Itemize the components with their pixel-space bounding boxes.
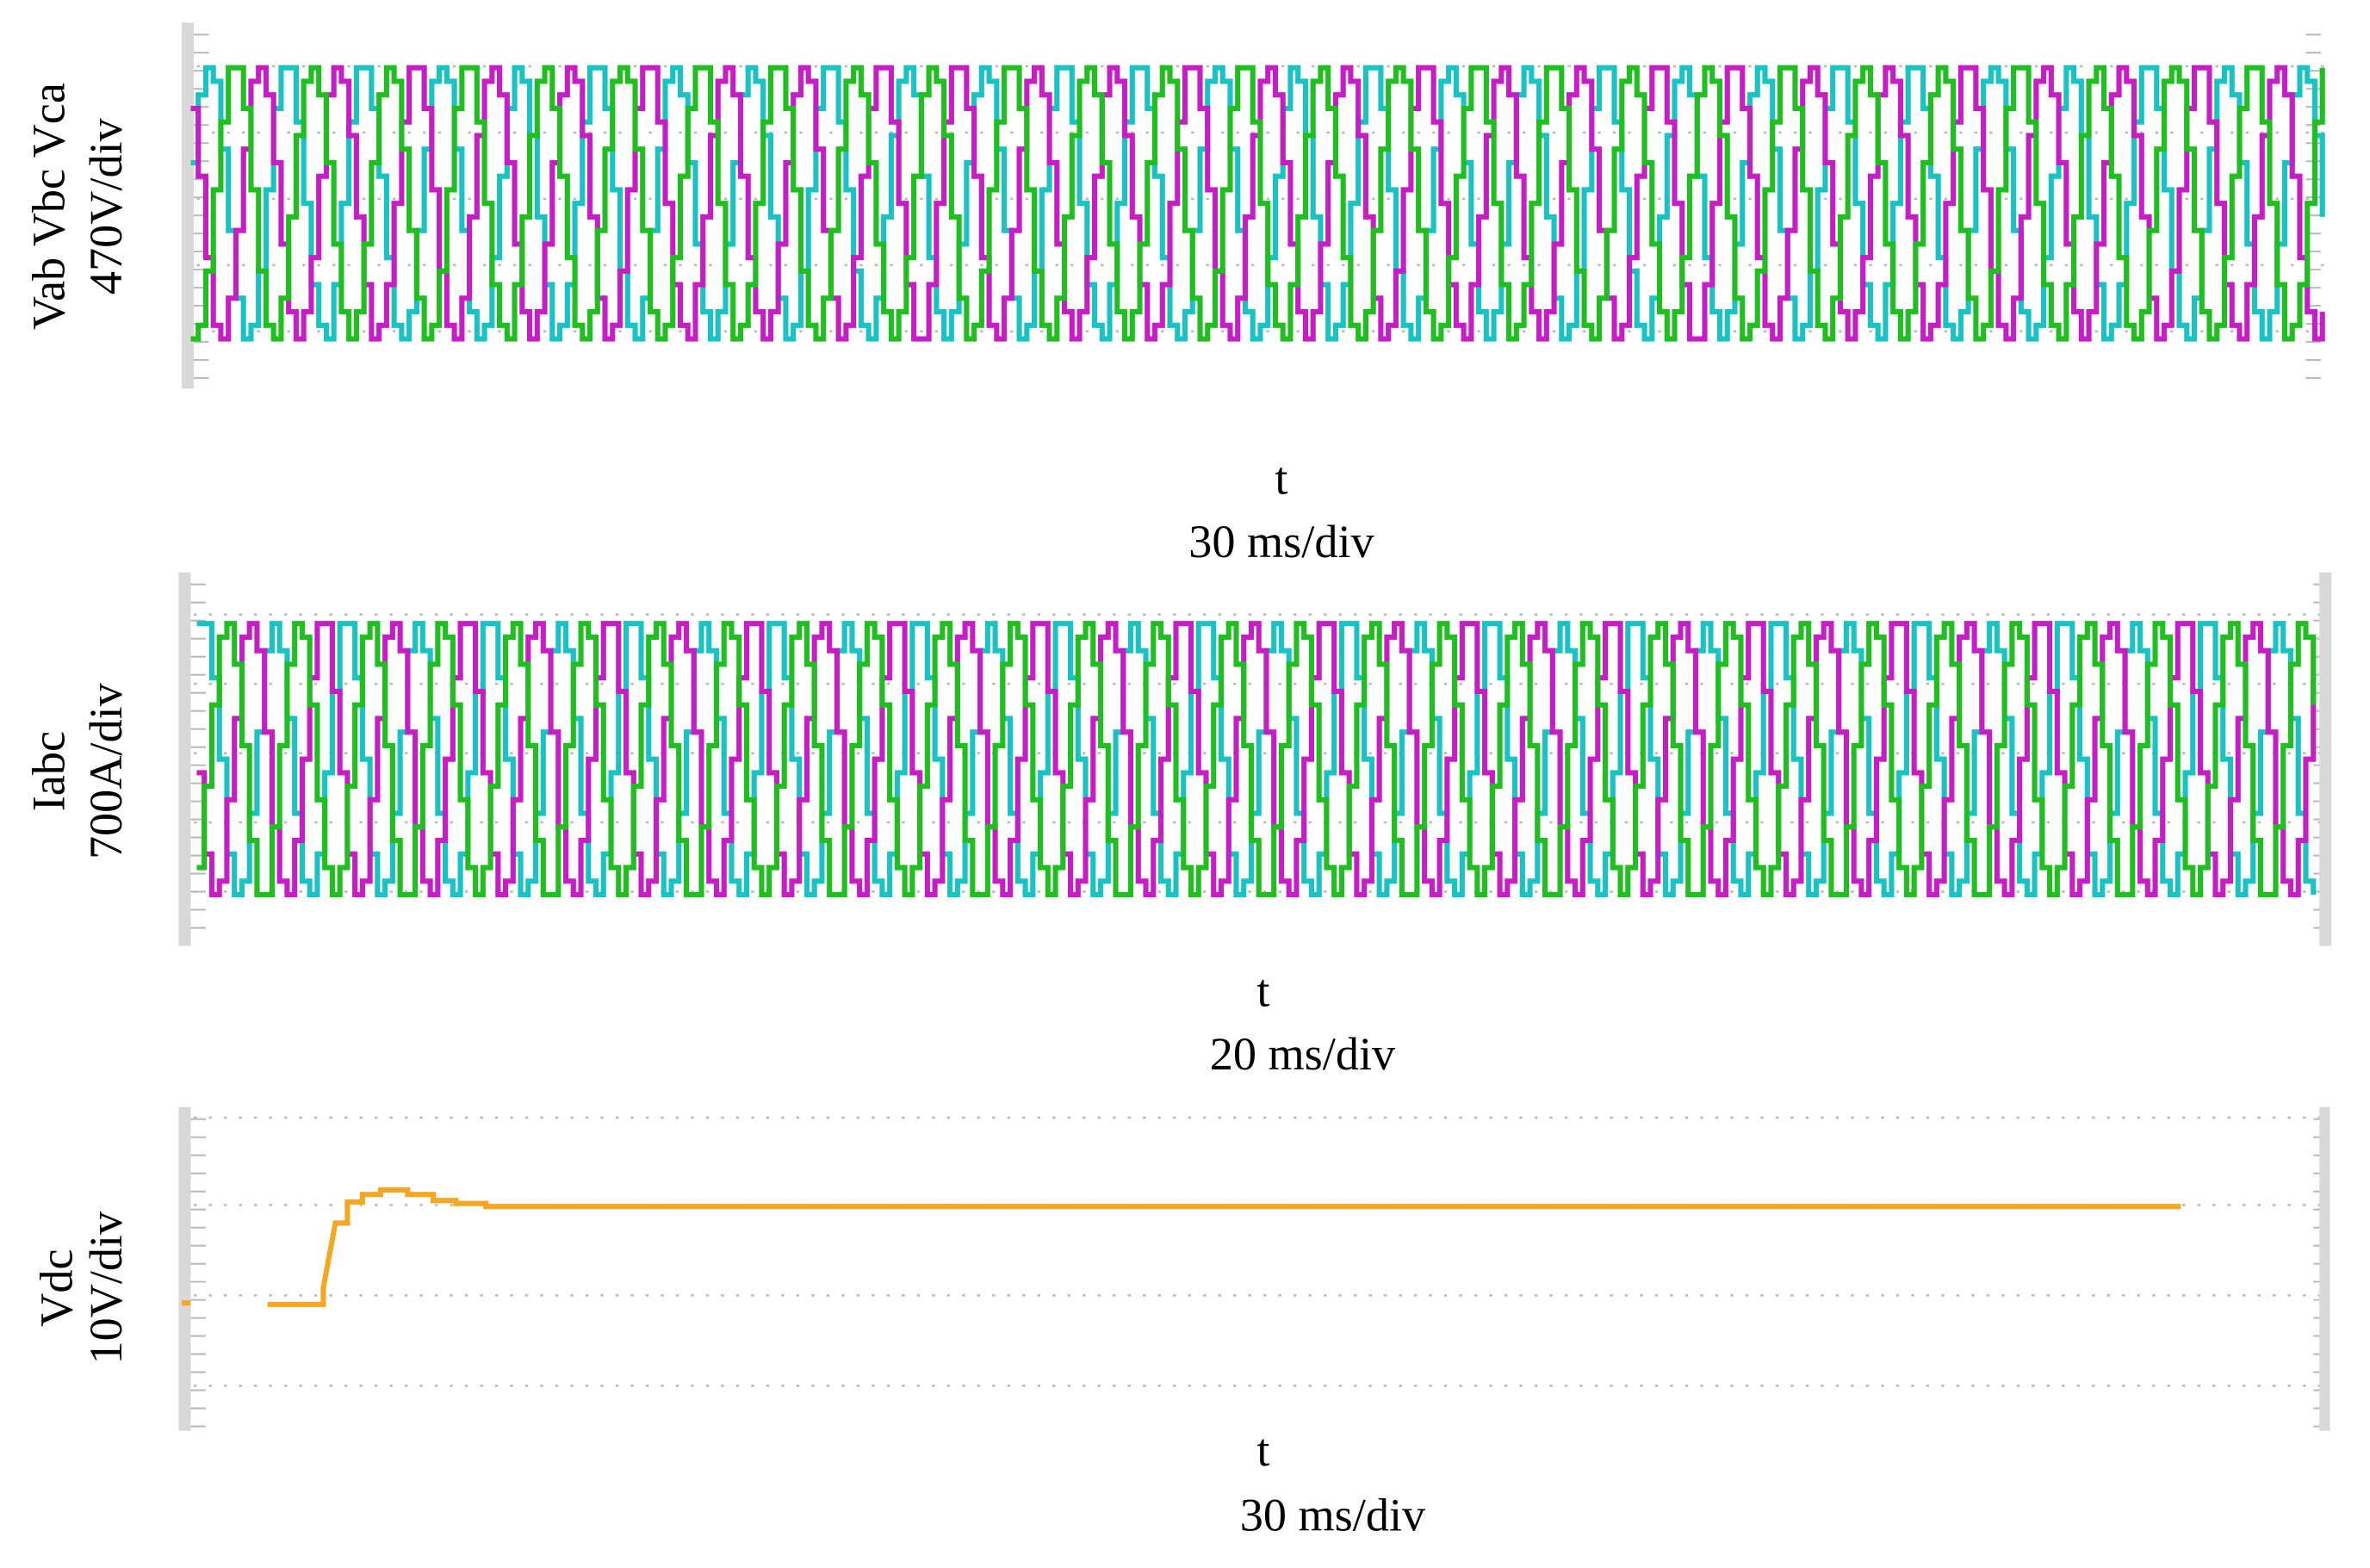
panel-voltage: Vab Vbc Vca 470V/div t 30 ms/div [23, 83, 1375, 567]
waveform [190, 65, 2325, 342]
y-label: Iabc [23, 731, 75, 811]
panel-dc: Vdc 10V/div t 30 ms/div [30, 1211, 1426, 1540]
x-label: 30 ms/div [1188, 516, 1374, 567]
y-label: 470V/div [80, 117, 132, 294]
y-label: 700A/div [80, 682, 132, 859]
y-label: Vdc [30, 1249, 82, 1326]
x-label: t [1275, 453, 1287, 505]
x-label: 20 ms/div [1210, 1028, 1396, 1080]
waveform [196, 621, 2317, 898]
left-bar [181, 22, 194, 389]
right-bar [2319, 1106, 2330, 1431]
y-label: 10V/div [80, 1211, 132, 1365]
x-label: t [1256, 965, 1269, 1017]
waveform [190, 65, 2325, 342]
x-label: t [1256, 1424, 1269, 1476]
right-bar [2319, 572, 2332, 946]
x-label: 30 ms/div [1240, 1489, 1426, 1540]
waveform [196, 621, 2317, 898]
panel-current: Iabc 700A/div t 20 ms/div [23, 682, 1396, 1080]
dc-trace [181, 1187, 2181, 1307]
left-bar [178, 572, 191, 946]
left-bar [178, 1106, 191, 1431]
y-label: Vab Vbc Vca [23, 83, 75, 330]
